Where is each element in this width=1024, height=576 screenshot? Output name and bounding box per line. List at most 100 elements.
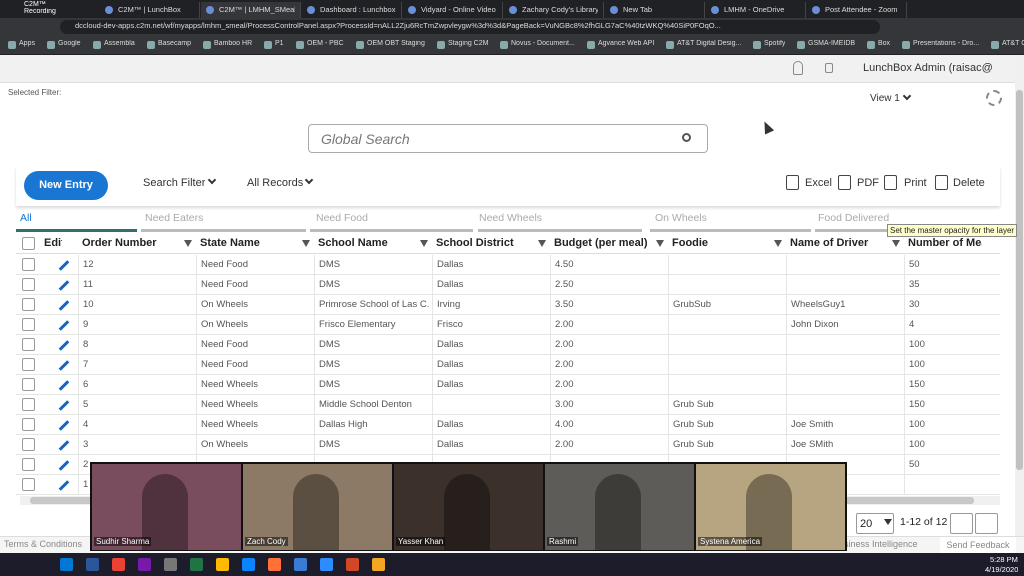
next-button[interactable] — [975, 513, 998, 534]
taskbar-icon[interactable] — [164, 558, 177, 571]
feedback-button[interactable]: Send Feedback — [940, 537, 1016, 553]
terms-link[interactable]: Terms & Conditions — [4, 539, 83, 549]
stage-tab[interactable]: Need Eaters — [145, 212, 204, 224]
new-entry-button[interactable]: New Entry — [24, 171, 108, 200]
filter-icon[interactable] — [892, 240, 900, 247]
bookmark[interactable]: OEM - PBC — [307, 40, 344, 47]
taskbar-icon[interactable] — [320, 558, 333, 571]
column-header[interactable]: Number of Meals — [908, 237, 982, 249]
bi-link[interactable]: Business Intelligence — [833, 539, 918, 549]
row-checkbox[interactable] — [22, 478, 35, 491]
column-header[interactable]: Foodie — [672, 237, 709, 249]
page-size-select[interactable]: 20 — [856, 513, 894, 534]
taskbar-icon[interactable] — [242, 558, 255, 571]
column-header[interactable]: School District — [436, 237, 514, 249]
cell: 4.50 — [555, 259, 574, 270]
row-checkbox[interactable] — [22, 298, 35, 311]
column-header[interactable]: Edit — [44, 237, 62, 249]
taskbar-icon[interactable] — [216, 558, 229, 571]
row-checkbox[interactable] — [22, 278, 35, 291]
delete-button[interactable]: Delete — [953, 177, 985, 189]
browser-tab[interactable]: Vidyard - Online Video — [403, 2, 503, 18]
taskbar-icon[interactable] — [138, 558, 151, 571]
bookmark[interactable]: Google — [58, 40, 81, 47]
browser-tab[interactable]: C2M™ | LunchBox — [100, 2, 200, 18]
filter-icon[interactable] — [774, 240, 782, 247]
row-checkbox[interactable] — [22, 358, 35, 371]
browser-tab[interactable]: New Tab — [605, 2, 705, 18]
stage-tab[interactable]: Need Food — [316, 212, 368, 224]
search-filter-button[interactable]: Search Filter — [143, 177, 206, 189]
row-checkbox[interactable] — [22, 378, 35, 391]
bookmark[interactable]: Apps — [19, 40, 35, 47]
stage-tab[interactable]: All — [20, 212, 32, 224]
column-header[interactable]: Budget (per meal) — [554, 237, 648, 249]
stage-tab[interactable]: On Wheels — [655, 212, 707, 224]
cell-border — [78, 355, 79, 375]
row-checkbox[interactable] — [22, 398, 35, 411]
row-checkbox[interactable] — [22, 458, 35, 471]
taskbar-icon[interactable] — [86, 558, 99, 571]
bookmark[interactable]: Bamboo HR — [214, 40, 253, 47]
url[interactable]: dccloud-dev-apps.c2m.net/wf/myapps/lmhm_… — [75, 21, 721, 30]
cell-border — [314, 395, 315, 415]
browser-tab[interactable]: C2M™ | LMHM_SMeal — [201, 2, 301, 18]
excel-button[interactable]: Excel — [805, 177, 832, 189]
column-header[interactable]: School Name — [318, 237, 388, 249]
filter-icon[interactable] — [538, 240, 546, 247]
bookmark[interactable]: GSMA-IMEIDB — [808, 40, 856, 47]
browser-tab[interactable]: Post Attendee - Zoom — [807, 2, 907, 18]
prev-button[interactable] — [950, 513, 973, 534]
column-header[interactable]: State Name — [200, 237, 260, 249]
pdf-button[interactable]: PDF — [857, 177, 879, 189]
bookmark[interactable]: Agvance Web API — [598, 40, 655, 47]
browser-tab[interactable]: Dashboard : Lunchbox — [302, 2, 402, 18]
bookmark[interactable]: Basecamp — [158, 40, 192, 47]
bookmark[interactable]: AT&T Control Center! — [1002, 40, 1024, 47]
bookmark[interactable]: AT&T Digital Desig... — [677, 40, 742, 47]
filter-icon[interactable] — [184, 240, 192, 247]
taskbar-icon[interactable] — [190, 558, 203, 571]
bookmark[interactable]: P1 — [275, 40, 284, 47]
bookmark[interactable]: Assembla — [104, 40, 135, 47]
bookmark[interactable]: Spotify — [764, 40, 786, 47]
bookmark[interactable]: Box — [878, 40, 891, 47]
taskbar-icon[interactable] — [268, 558, 281, 571]
user-name[interactable]: LunchBox Admin (raisac@ — [863, 62, 993, 74]
browser-tab[interactable]: Zachary Cody's Library — [504, 2, 604, 18]
column-header[interactable]: Order Number — [82, 237, 157, 249]
print-button[interactable]: Print — [904, 177, 927, 189]
row-checkbox[interactable] — [22, 418, 35, 431]
bookmark[interactable]: Staging C2M — [448, 40, 489, 47]
row-checkbox[interactable] — [22, 318, 35, 331]
row-checkbox[interactable] — [22, 258, 35, 271]
row — [16, 395, 1000, 415]
bookmark-icon — [753, 41, 761, 49]
bookmark[interactable]: OEM OBT Staging — [367, 40, 425, 47]
browser-tab[interactable]: LMHM - OneDrive — [706, 2, 806, 18]
cell: 2.00 — [555, 339, 574, 350]
cell-border — [314, 255, 315, 275]
search-box[interactable]: Global Search — [308, 124, 708, 153]
cell-border — [668, 295, 669, 315]
row-checkbox[interactable] — [22, 438, 35, 451]
taskbar-icon[interactable] — [372, 558, 385, 571]
bulb-icon — [793, 61, 803, 75]
all-records-button[interactable]: All Records — [247, 177, 304, 189]
taskbar-icon[interactable] — [60, 558, 73, 571]
taskbar-icon[interactable] — [294, 558, 307, 571]
filter-icon[interactable] — [656, 240, 664, 247]
filter-icon[interactable] — [420, 240, 428, 247]
taskbar-icon[interactable] — [112, 558, 125, 571]
view-select[interactable]: View 1 — [870, 93, 900, 104]
filter-icon[interactable] — [302, 240, 310, 247]
bookmark-icon — [666, 41, 674, 49]
stage-tab[interactable]: Food Delivered — [818, 212, 890, 224]
bookmark[interactable]: Presentations - Dro... — [913, 40, 980, 47]
column-header[interactable]: Name of Driver — [790, 237, 869, 249]
taskbar-icon[interactable] — [346, 558, 359, 571]
tab-icon — [711, 6, 719, 14]
row-checkbox[interactable] — [22, 338, 35, 351]
stage-tab[interactable]: Need Wheels — [479, 212, 543, 224]
bookmark[interactable]: Novus - Document... — [511, 40, 575, 47]
